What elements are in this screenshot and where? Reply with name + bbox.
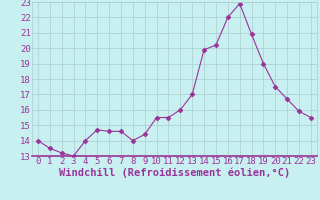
X-axis label: Windchill (Refroidissement éolien,°C): Windchill (Refroidissement éolien,°C) [59,168,290,178]
